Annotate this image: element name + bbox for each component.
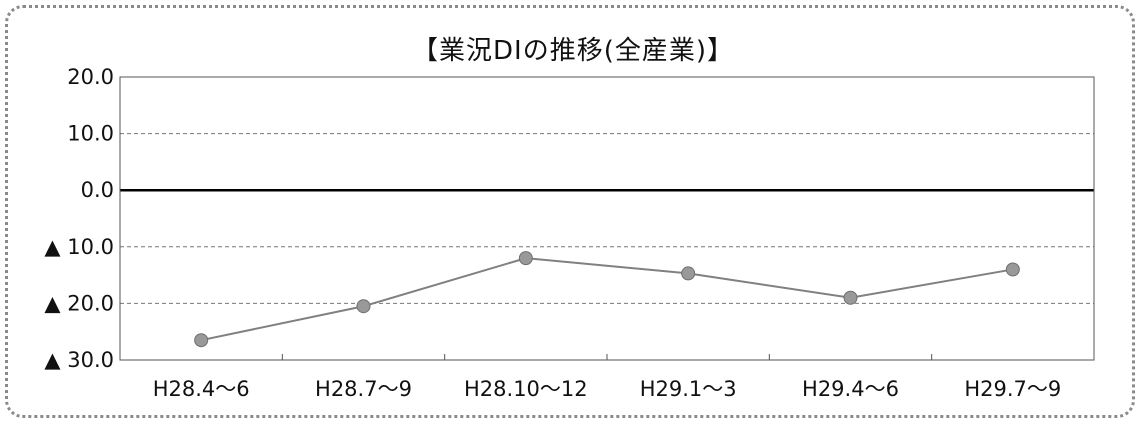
y-tick-label: 10.0 <box>67 122 114 146</box>
chart-frame <box>5 5 1135 418</box>
data-point <box>356 299 371 314</box>
x-tick-label: H29.4～6 <box>802 377 899 401</box>
x-tick-label: H28.7～9 <box>315 377 412 401</box>
plot-area <box>119 76 1095 361</box>
y-tick-label: ▲ 10.0 <box>44 235 114 259</box>
x-tick-label: H28.10～12 <box>464 377 588 401</box>
y-tick-label: 20.0 <box>67 65 114 89</box>
data-point <box>1005 262 1020 277</box>
chart-title: 【業況DIの推移(全産業)】 <box>412 36 734 66</box>
y-tick-label: 0.0 <box>81 178 114 202</box>
y-tick-label: ▲ 20.0 <box>44 291 114 315</box>
series-line <box>200 257 1014 342</box>
x-tick-label: H29.1～3 <box>640 377 737 401</box>
data-point <box>194 333 209 348</box>
data-point <box>518 251 533 266</box>
x-tick-label: H29.7～9 <box>964 377 1061 401</box>
data-point <box>843 290 858 305</box>
data-point <box>681 266 696 281</box>
y-tick-label: ▲ 30.0 <box>44 348 114 372</box>
x-tick-label: H28.4～6 <box>153 377 250 401</box>
